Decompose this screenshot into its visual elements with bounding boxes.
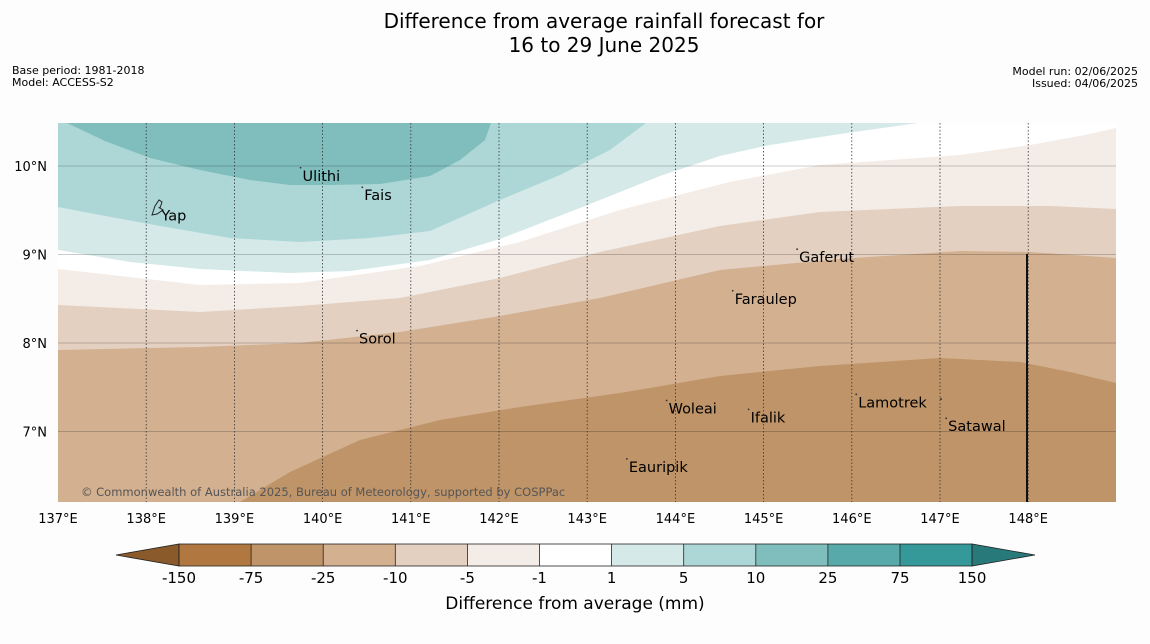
lon-tick-label: 140°E (303, 512, 343, 527)
colorbar-tick-label: -25 (311, 569, 336, 587)
place-marker (731, 289, 734, 292)
place-label: Fais (364, 188, 391, 204)
place-labels: Yap Ulithi Fais Gaferut Faraulep Sorol Lamotre… (158, 166, 1006, 476)
longitude-tick-labels: 137°E 138°E 139°E 140°E 141°E 142°E 143°E 144°E… (38, 512, 1048, 527)
colorbar-segment (827, 544, 901, 566)
place-label: Ulithi (303, 169, 341, 185)
colorbar-extend-high (971, 543, 1036, 567)
map-title: Difference from average rainfall forecas… (0, 9, 1150, 57)
place-label: Ifalik (751, 410, 786, 426)
colorbar-segment (179, 544, 252, 566)
colorbar-tick-label: -10 (383, 569, 408, 587)
place-marker (747, 408, 750, 411)
lon-tick-label: 145°E (744, 512, 784, 527)
place-marker (356, 329, 358, 332)
band-10-to-25 (67, 123, 491, 185)
colorbar-segment (323, 544, 396, 566)
colorbar-segment (900, 544, 973, 566)
place-label: Sorol (359, 332, 396, 348)
colorbar-tick-label: -150 (162, 569, 196, 587)
colorbar-tick-label: 5 (679, 569, 689, 587)
place-label: Satawal (948, 419, 1005, 435)
place-label: Eauripik (629, 460, 688, 476)
yap-island-outline (151, 199, 164, 216)
lon-tick-label: 141°E (391, 512, 431, 527)
base-period-text: Base period: 1981-2018 (12, 64, 145, 77)
lon-tick-label: 144°E (656, 512, 696, 527)
lat-tick-label: 9°N (23, 249, 48, 264)
latitude-tick-labels: 10°N 9°N 8°N 7°N (14, 160, 47, 441)
colorbar-extend-low (115, 543, 180, 567)
title-line-1: Difference from average rainfall forecas… (383, 9, 825, 33)
colorbar-tick-label: 75 (890, 569, 909, 587)
place-marker (855, 393, 858, 396)
colorbar-segment (611, 544, 685, 566)
colorbar: -150 -75 -25 -10 -5 -1 1 5 10 25 75 150 (115, 543, 1036, 587)
colorbar-tick-label: 1 (607, 569, 617, 587)
colorbar-segment (395, 544, 468, 566)
lon-tick-label: 147°E (920, 512, 960, 527)
place-marker (665, 399, 668, 402)
colorbar-segment (251, 544, 324, 566)
model-text: Model: ACCESS-S2 (12, 76, 114, 89)
issued-text: Issued: 04/06/2025 (1031, 77, 1138, 90)
lon-tick-label: 148°E (1008, 512, 1048, 527)
lon-tick-label: 143°E (567, 512, 607, 527)
place-marker (625, 458, 628, 460)
place-marker (945, 417, 948, 420)
place-marker (796, 248, 799, 251)
colorbar-tick-label: -5 (460, 569, 475, 587)
copyright-notice: © Commonwealth of Australia 2025, Bureau… (81, 485, 565, 499)
model-run-text: Model run: 02/06/2025 (1012, 65, 1138, 78)
place-marker (361, 186, 364, 189)
lon-tick-label: 142°E (479, 512, 519, 527)
colorbar-segment (683, 544, 757, 566)
place-label: Yap (160, 209, 186, 225)
colorbar-segment (467, 544, 540, 566)
lon-tick-label: 146°E (832, 512, 872, 527)
place-label: Gaferut (799, 250, 854, 266)
colorbar-tick-label: 10 (746, 569, 765, 587)
colorbar-tick-label: -1 (532, 569, 547, 587)
colorbar-tick-label: 150 (958, 569, 987, 587)
place-label: Faraulep (735, 292, 797, 308)
lat-tick-label: 7°N (23, 426, 48, 441)
title-line-2: 16 to 29 June 2025 (508, 33, 700, 57)
lat-tick-label: 8°N (23, 337, 48, 352)
place-label: Lamotrek (858, 395, 927, 411)
place-marker (158, 206, 161, 209)
rainfall-anomaly-shading (58, 123, 1116, 502)
colorbar-tick-label: -75 (239, 569, 264, 587)
colorbar-title: Difference from average (mm) (445, 594, 705, 614)
colorbar-segment (755, 544, 829, 566)
place-label: Woleai (669, 402, 717, 418)
place-marker (299, 166, 302, 169)
longitude-gridlines (145, 123, 1029, 502)
colorbar-tick-label: 25 (818, 569, 837, 587)
lamotrek-atoll-dot (940, 398, 942, 400)
lon-tick-label: 137°E (38, 512, 78, 527)
band-minus75-to-minus25 (240, 358, 1116, 502)
lat-tick-label: 10°N (14, 160, 47, 175)
metadata-left: Base period: 1981-2018 Model: ACCESS-S2 (12, 65, 144, 89)
colorbar-segment (539, 544, 613, 566)
lon-tick-label: 139°E (215, 512, 255, 527)
metadata-right: Model run: 02/06/2025 Issued: 04/06/2025 (1012, 66, 1138, 90)
lon-tick-label: 138°E (126, 512, 166, 527)
